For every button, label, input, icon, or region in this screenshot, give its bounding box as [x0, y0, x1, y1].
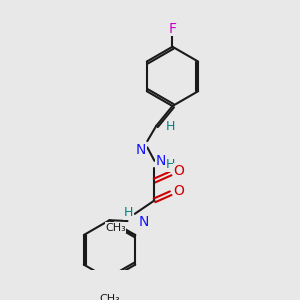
Text: F: F — [169, 22, 176, 36]
Text: O: O — [173, 164, 184, 178]
Text: CH₃: CH₃ — [99, 294, 120, 300]
Text: N: N — [138, 215, 149, 229]
Text: H: H — [166, 120, 176, 133]
Text: N: N — [155, 154, 166, 168]
Text: CH₃: CH₃ — [105, 223, 126, 233]
Text: H: H — [166, 158, 176, 171]
Text: N: N — [136, 143, 146, 157]
Text: O: O — [173, 184, 184, 197]
Text: H: H — [124, 206, 133, 220]
